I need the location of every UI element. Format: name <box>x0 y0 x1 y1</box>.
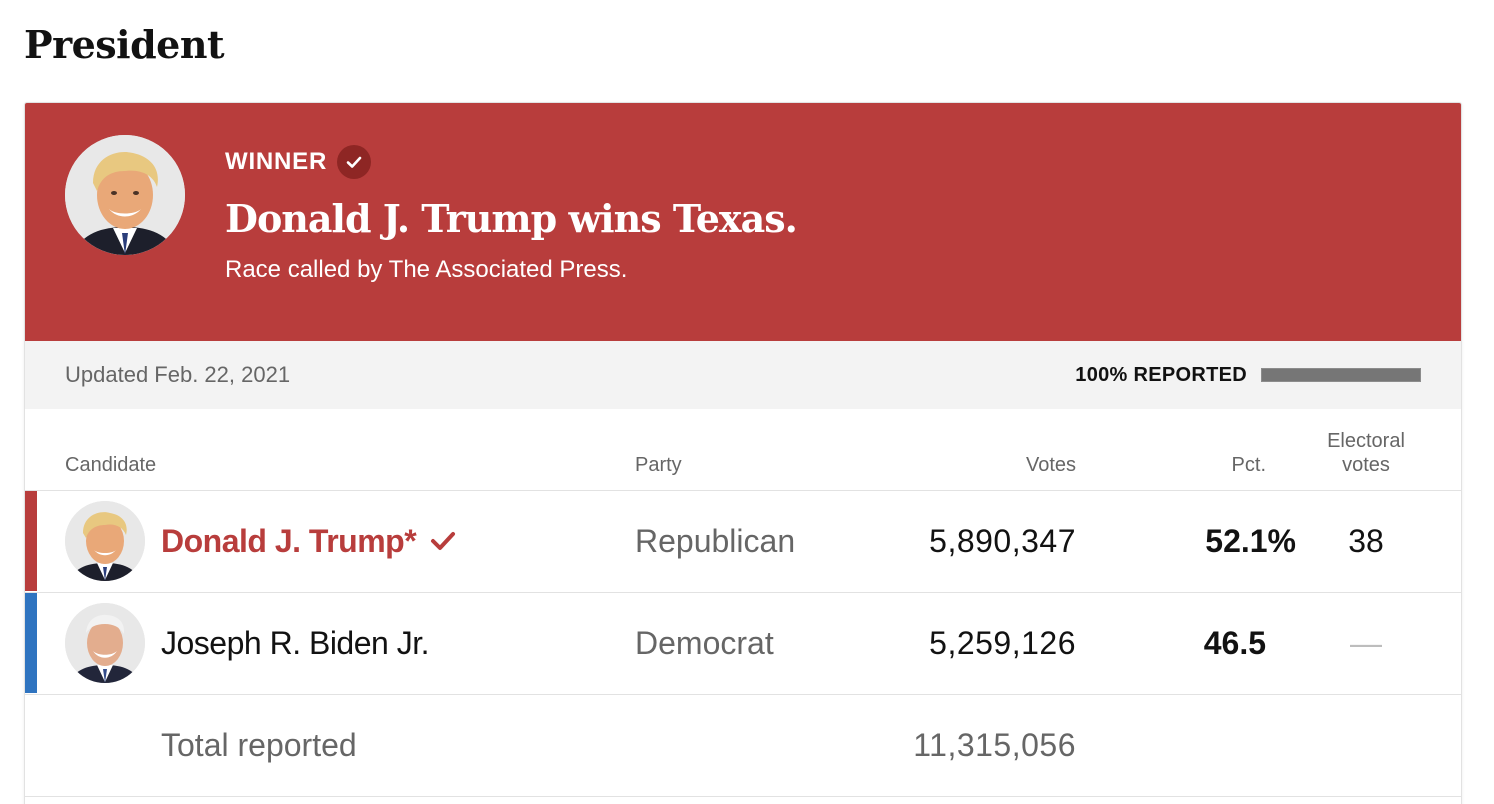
candidate-votes: 5,890,347 <box>929 523 1076 559</box>
table-header: Candidate Party Votes Pct. Electoral vot… <box>25 409 1461 491</box>
race-call-source: Race called by The Associated Press. <box>225 256 628 283</box>
column-header-electoral-votes: Electoral votes <box>1311 429 1421 477</box>
reported-indicator: 100% REPORTED <box>1075 359 1421 391</box>
candidate-pct: 46.5 <box>1203 625 1266 661</box>
biden-portrait-icon <box>65 603 145 683</box>
candidate-avatar <box>65 603 145 683</box>
reporting-status-bar: Updated Feb. 22, 2021 100% REPORTED <box>25 341 1461 409</box>
candidate-electoral-votes: 38 <box>1348 523 1384 559</box>
reported-label: 100% REPORTED <box>1075 363 1247 386</box>
page-title: President <box>24 22 225 67</box>
party-color-stripe <box>25 491 37 591</box>
total-label: Total reported <box>161 727 357 763</box>
winner-headline: Donald J. Trump wins Texas. <box>225 196 798 241</box>
total-row: Total reported 11,315,056 <box>25 695 1461 797</box>
candidate-name-cell: Donald J. Trump* <box>161 521 456 561</box>
table-row: Donald J. Trump* Republican 5,890,347 52… <box>25 491 1461 593</box>
column-header-party: Party <box>635 454 682 476</box>
trump-portrait-icon <box>65 501 145 581</box>
column-header-electoral-line1: Electoral <box>1327 430 1405 452</box>
candidate-electoral-votes: — <box>1350 625 1382 661</box>
results-table: Candidate Party Votes Pct. Electoral vot… <box>25 409 1461 797</box>
trump-portrait-icon <box>65 135 185 255</box>
candidate-pct: 52.1% <box>1205 523 1296 559</box>
candidate-party: Republican <box>635 523 796 559</box>
winner-banner: WINNER Donald J. Trump wins Texas. Race … <box>25 103 1461 341</box>
column-header-candidate: Candidate <box>65 454 157 476</box>
column-header-votes: Votes <box>1025 454 1076 476</box>
candidate-name-cell: Joseph R. Biden Jr. <box>161 623 429 663</box>
updated-timestamp: Updated Feb. 22, 2021 <box>65 362 291 387</box>
checkmark-icon <box>337 145 372 179</box>
candidate-name[interactable]: Joseph R. Biden Jr. <box>161 625 429 661</box>
winner-kicker: WINNER <box>225 145 372 179</box>
reported-progress-fill <box>1262 369 1420 381</box>
winner-checkmark-icon <box>430 530 456 552</box>
candidate-avatar <box>65 501 145 581</box>
candidate-name[interactable]: Donald J. Trump* <box>161 523 417 559</box>
column-header-electoral-line2: votes <box>1342 454 1390 476</box>
party-color-stripe <box>25 593 37 693</box>
candidate-votes: 5,259,126 <box>929 625 1076 661</box>
winner-avatar <box>65 135 185 255</box>
candidate-party: Democrat <box>635 625 774 661</box>
reported-progress-bar <box>1261 368 1421 382</box>
table-row: Joseph R. Biden Jr. Democrat 5,259,126 4… <box>25 593 1461 695</box>
total-votes: 11,315,056 <box>913 727 1076 763</box>
column-header-pct: Pct. <box>1231 454 1266 476</box>
winner-label: WINNER <box>225 148 328 175</box>
race-results-card: WINNER Donald J. Trump wins Texas. Race … <box>24 102 1462 804</box>
